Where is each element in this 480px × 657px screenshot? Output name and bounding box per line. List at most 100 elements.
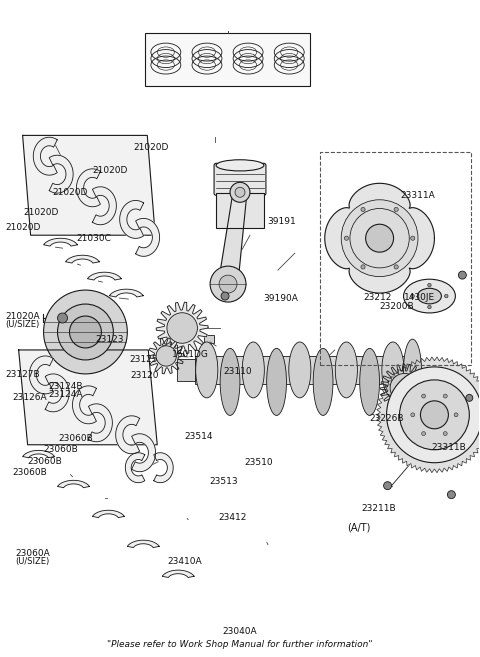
- Ellipse shape: [444, 294, 448, 298]
- Polygon shape: [33, 137, 57, 175]
- Ellipse shape: [235, 187, 245, 197]
- Text: 23200B: 23200B: [380, 302, 414, 311]
- Text: 23125: 23125: [129, 355, 157, 364]
- Ellipse shape: [366, 224, 394, 252]
- Ellipse shape: [466, 394, 473, 401]
- Ellipse shape: [344, 236, 348, 240]
- Text: 23123: 23123: [96, 335, 124, 344]
- Polygon shape: [116, 416, 140, 454]
- Text: 23126A: 23126A: [12, 394, 48, 403]
- Polygon shape: [218, 191, 247, 285]
- Polygon shape: [72, 386, 96, 424]
- Text: 21030C: 21030C: [76, 233, 111, 242]
- Polygon shape: [156, 302, 208, 354]
- Ellipse shape: [399, 380, 469, 450]
- Bar: [320, 152, 471, 365]
- Text: 23510: 23510: [245, 459, 274, 467]
- Polygon shape: [88, 404, 112, 442]
- Text: 23060B: 23060B: [58, 434, 93, 443]
- Ellipse shape: [454, 413, 458, 417]
- Polygon shape: [120, 200, 144, 238]
- Ellipse shape: [394, 208, 398, 212]
- Ellipse shape: [219, 275, 237, 293]
- Ellipse shape: [444, 394, 447, 398]
- Text: 23311B: 23311B: [432, 443, 466, 452]
- Polygon shape: [19, 350, 157, 445]
- Text: 23412: 23412: [218, 514, 247, 522]
- Polygon shape: [162, 570, 194, 578]
- Text: 23211B: 23211B: [361, 505, 396, 513]
- Text: "Please refer to Work Shop Manual for further information": "Please refer to Work Shop Manual for fu…: [107, 640, 373, 649]
- Polygon shape: [125, 453, 145, 483]
- Ellipse shape: [428, 283, 431, 287]
- Ellipse shape: [411, 413, 415, 417]
- Polygon shape: [58, 480, 89, 487]
- Text: 23060B: 23060B: [12, 468, 48, 477]
- Ellipse shape: [390, 373, 419, 402]
- Text: 23410A: 23410A: [168, 557, 202, 566]
- Ellipse shape: [361, 265, 365, 269]
- Ellipse shape: [242, 342, 264, 398]
- Ellipse shape: [361, 208, 365, 212]
- Text: 21020D: 21020D: [133, 143, 168, 152]
- Ellipse shape: [44, 290, 127, 374]
- Ellipse shape: [70, 316, 101, 348]
- Polygon shape: [29, 356, 53, 394]
- Ellipse shape: [420, 384, 443, 416]
- Ellipse shape: [58, 313, 68, 323]
- Text: 1601DG: 1601DG: [172, 350, 209, 359]
- Ellipse shape: [404, 339, 421, 401]
- Polygon shape: [381, 364, 429, 412]
- Ellipse shape: [411, 236, 415, 240]
- Text: 39191: 39191: [268, 217, 297, 226]
- Text: 23110: 23110: [223, 367, 252, 376]
- Polygon shape: [66, 256, 99, 263]
- Ellipse shape: [336, 342, 358, 398]
- Ellipse shape: [196, 342, 218, 398]
- Text: 21020D: 21020D: [93, 166, 128, 175]
- Text: 23060A: 23060A: [15, 549, 50, 558]
- Ellipse shape: [447, 491, 456, 499]
- Polygon shape: [154, 453, 173, 483]
- Text: 23513: 23513: [210, 477, 239, 486]
- Bar: [204, 335, 214, 343]
- Ellipse shape: [220, 348, 240, 415]
- Ellipse shape: [313, 348, 333, 415]
- Text: (U/SIZE): (U/SIZE): [5, 320, 40, 329]
- Ellipse shape: [384, 482, 392, 489]
- Text: 23060B: 23060B: [27, 457, 62, 466]
- Ellipse shape: [458, 271, 467, 279]
- Ellipse shape: [221, 292, 229, 300]
- Bar: [145, 33, 310, 85]
- Text: (A/T): (A/T): [347, 523, 371, 533]
- Text: 23212: 23212: [363, 292, 392, 302]
- Ellipse shape: [444, 432, 447, 436]
- Bar: [195, 356, 405, 384]
- Ellipse shape: [394, 265, 398, 269]
- Ellipse shape: [420, 401, 448, 429]
- Polygon shape: [93, 187, 116, 225]
- Polygon shape: [87, 272, 121, 280]
- Ellipse shape: [350, 208, 409, 268]
- Text: 21020A: 21020A: [5, 311, 40, 321]
- Text: (U/SIZE): (U/SIZE): [15, 557, 49, 566]
- Ellipse shape: [210, 266, 246, 302]
- Polygon shape: [23, 135, 155, 235]
- Text: 21020D: 21020D: [52, 189, 88, 197]
- Text: 39190A: 39190A: [263, 294, 298, 303]
- Text: 23120: 23120: [130, 371, 158, 380]
- Text: 1430JE: 1430JE: [404, 292, 435, 302]
- Polygon shape: [76, 169, 100, 207]
- Polygon shape: [109, 289, 143, 297]
- Text: 23311A: 23311A: [401, 191, 435, 200]
- Text: 23040A: 23040A: [223, 627, 257, 636]
- Text: 23127B: 23127B: [5, 370, 40, 379]
- Text: 23124B: 23124B: [48, 382, 83, 391]
- Polygon shape: [377, 357, 480, 472]
- Ellipse shape: [289, 342, 311, 398]
- Ellipse shape: [156, 346, 176, 366]
- Ellipse shape: [341, 200, 418, 277]
- FancyBboxPatch shape: [214, 164, 266, 195]
- Text: 21020D: 21020D: [24, 208, 59, 217]
- Ellipse shape: [428, 306, 431, 309]
